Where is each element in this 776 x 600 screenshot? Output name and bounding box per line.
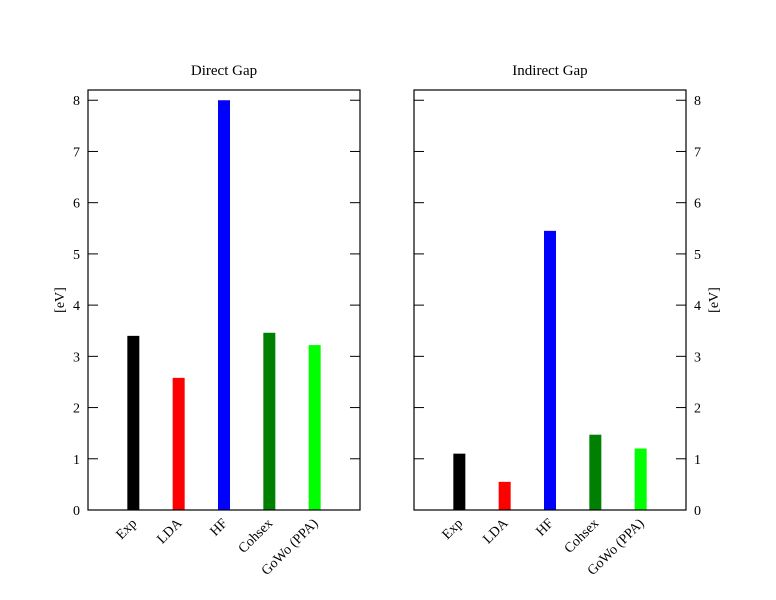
bar [634, 448, 647, 510]
y-tick-label: 8 [73, 94, 80, 109]
bar [172, 377, 185, 510]
y-tick-label: 7 [73, 145, 80, 160]
y-tick-label: 6 [73, 197, 80, 212]
y-tick-label: 2 [73, 402, 80, 417]
plot-frame [87, 89, 361, 511]
bar [498, 481, 511, 510]
bar [453, 453, 466, 510]
chart-title: Indirect Gap [512, 63, 587, 79]
chart-title: Direct Gap [191, 63, 257, 79]
x-tick-label: Cohsex [562, 516, 602, 556]
x-tick-label: Cohsex [236, 516, 276, 556]
y-tick-label: 5 [73, 248, 80, 263]
y-tick-label: 1 [73, 453, 80, 468]
x-tick-label: LDA [155, 516, 187, 548]
y-tick-label: 3 [73, 350, 80, 365]
y-tick-label: 0 [694, 504, 701, 519]
y-tick-label: 4 [73, 299, 80, 314]
bar [218, 100, 230, 511]
bar [308, 345, 321, 510]
x-tick-label: HF [208, 516, 231, 539]
y-tick-label: 7 [694, 145, 701, 160]
x-tick-label: HF [534, 516, 557, 539]
bar [263, 332, 276, 510]
y-axis-label: [eV] [707, 287, 722, 313]
bar [589, 434, 602, 510]
y-tick-label: 1 [694, 453, 701, 468]
x-tick-label: Exp [440, 516, 467, 543]
y-tick-label: 3 [694, 350, 701, 365]
plot-frame [413, 89, 687, 511]
y-tick-label: 0 [73, 504, 80, 519]
y-tick-label: 4 [694, 299, 701, 314]
x-tick-label: Exp [114, 516, 141, 543]
bar [544, 230, 556, 511]
y-tick-label: 2 [694, 402, 701, 417]
y-tick-label: 5 [694, 248, 701, 263]
x-tick-label: LDA [481, 516, 513, 548]
y-tick-label: 8 [694, 94, 701, 109]
bar [127, 335, 140, 510]
y-axis-label: [eV] [53, 287, 68, 313]
y-tick-label: 6 [694, 197, 701, 212]
